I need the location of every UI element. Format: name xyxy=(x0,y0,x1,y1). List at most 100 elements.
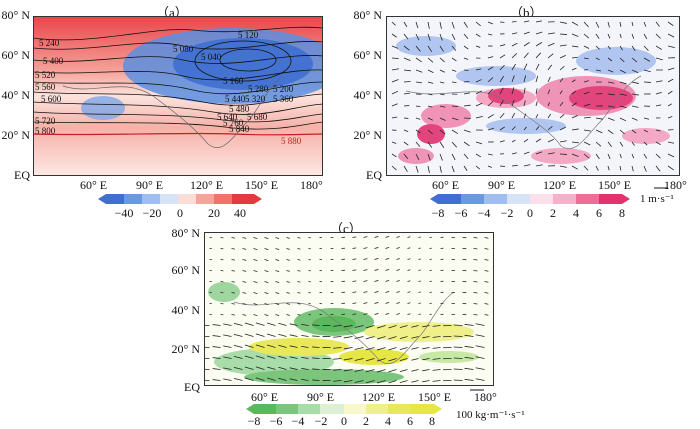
lat-label: 60° N xyxy=(352,48,382,63)
colorbar-tick: 6 xyxy=(587,206,611,221)
vector-arrow xyxy=(419,259,421,260)
vector-arrow xyxy=(474,260,478,261)
colorbar-tick: 0 xyxy=(332,414,356,429)
lat-label: EQ xyxy=(352,168,382,183)
vector-arrow xyxy=(474,293,478,294)
vector-arrow xyxy=(474,238,478,239)
colorbar-tick: −8 xyxy=(426,206,450,221)
contour-label: 5 400 xyxy=(43,56,64,66)
lat-label: 60° N xyxy=(0,48,30,63)
vector-arrow xyxy=(419,303,421,304)
lat-label: 80° N xyxy=(0,8,30,23)
vector-arrow xyxy=(312,336,319,337)
lon-label: 60° E xyxy=(80,178,107,193)
colorbar-tick: −2 xyxy=(495,206,519,221)
colorbar-tick: −8 xyxy=(242,414,266,429)
contour-label: 5 240 xyxy=(39,38,60,48)
colorbar-tick: 6 xyxy=(398,414,422,429)
vector-arrow xyxy=(419,237,421,238)
contour-label: 5 720 xyxy=(35,116,56,126)
lat-label: 40° N xyxy=(0,88,30,103)
colorbar-tick: 8 xyxy=(610,206,634,221)
contour-label: 5 680 xyxy=(247,112,268,122)
colorbar-tick: 2 xyxy=(541,206,565,221)
lon-label: 90° E xyxy=(136,178,163,193)
vector-arrow xyxy=(560,34,567,35)
vector-arrow xyxy=(312,369,319,370)
panel-b-colorbar xyxy=(430,194,630,204)
contour-label: 5 600 xyxy=(41,94,62,104)
colorbar-tick: −4 xyxy=(286,414,310,429)
negative-anomaly-west xyxy=(81,96,125,120)
contour-label: 5 200 xyxy=(273,84,294,94)
contour-label: 5 080 xyxy=(173,44,194,54)
lon-label: 150° E xyxy=(598,178,631,193)
lon-label: 90° E xyxy=(307,390,334,405)
colorbar-tick: 4 xyxy=(564,206,588,221)
lat-label: 80° N xyxy=(352,8,382,23)
vector-arrow xyxy=(452,82,456,83)
lon-label: 180° xyxy=(300,178,323,193)
colorbar-tick: 4 xyxy=(376,414,400,429)
contour-label: 5 800 xyxy=(35,126,56,136)
colorbar-tick: 0 xyxy=(518,206,542,221)
lon-label: 120° E xyxy=(190,178,223,193)
lon-label: 150° E xyxy=(245,178,278,193)
panel-a-map: 5 240 5 120 5 080 5 040 5 400 5 520 5 56… xyxy=(33,16,323,176)
vector-arrow xyxy=(312,380,319,381)
contour-label: 5 120 xyxy=(238,30,259,40)
vector-arrow xyxy=(474,249,478,250)
lon-label: 60° E xyxy=(432,178,459,193)
lon-label: 120° E xyxy=(543,178,576,193)
lat-label: 60° N xyxy=(170,263,200,278)
lat-label: 20° N xyxy=(0,128,30,143)
vector-arrow xyxy=(419,270,421,271)
lat-label: 20° N xyxy=(352,128,382,143)
vector-arrow xyxy=(474,315,478,316)
colorbar-tick: −20 xyxy=(140,206,164,221)
lon-label: 90° E xyxy=(488,178,515,193)
reference-vector xyxy=(470,388,484,392)
contour-label: 5 840 xyxy=(229,124,250,134)
vector-arrow xyxy=(474,282,478,283)
contour-label: 5 520 xyxy=(35,70,56,80)
lat-label: 80° N xyxy=(170,226,200,241)
lon-label: 180° xyxy=(474,390,497,405)
contour-label: 5 560 xyxy=(35,82,56,92)
vector-arrow xyxy=(312,325,319,326)
lon-label: 150° E xyxy=(418,390,451,405)
colorbar-tick: 20 xyxy=(202,206,226,221)
reference-vector-label: 1 m·s⁻¹ xyxy=(640,192,674,205)
panel-a-colorbar xyxy=(98,194,262,204)
lon-label: 60° E xyxy=(251,390,278,405)
vector-arrow xyxy=(419,281,421,282)
contour-label: 5 880 xyxy=(281,136,302,146)
colorbar-tick: −4 xyxy=(472,206,496,221)
lat-label: EQ xyxy=(0,168,30,183)
reference-vector xyxy=(654,186,668,190)
lat-label: 40° N xyxy=(352,88,382,103)
vector-arrow xyxy=(312,347,319,348)
contour-label: 5 360 xyxy=(273,94,294,104)
contour-label: 5 440 xyxy=(225,94,246,104)
vector-arrow xyxy=(512,21,516,22)
colorbar-tick: −40 xyxy=(112,206,136,221)
colorbar-tick: −6 xyxy=(449,206,473,221)
vector-arrow xyxy=(474,271,478,272)
vector-arrow xyxy=(419,292,421,293)
colorbar-tick: 0 xyxy=(168,206,192,221)
vector-arrow xyxy=(474,304,478,305)
panel-c-colorbar xyxy=(246,404,442,414)
reference-vector-label: 100 kg·m⁻¹·s⁻¹ xyxy=(456,408,525,421)
lat-label: EQ xyxy=(170,380,200,395)
panel-b-map xyxy=(386,16,680,176)
lat-label: 40° N xyxy=(170,303,200,318)
lat-label: 20° N xyxy=(170,342,200,357)
colorbar-tick: −2 xyxy=(309,414,333,429)
colorbar-tick: 2 xyxy=(354,414,378,429)
colorbar-tick: −6 xyxy=(264,414,288,429)
lon-label: 120° E xyxy=(362,390,395,405)
contour-label: 5 160 xyxy=(223,76,244,86)
colorbar-tick: 40 xyxy=(228,206,252,221)
colorbar-tick: 8 xyxy=(420,414,444,429)
